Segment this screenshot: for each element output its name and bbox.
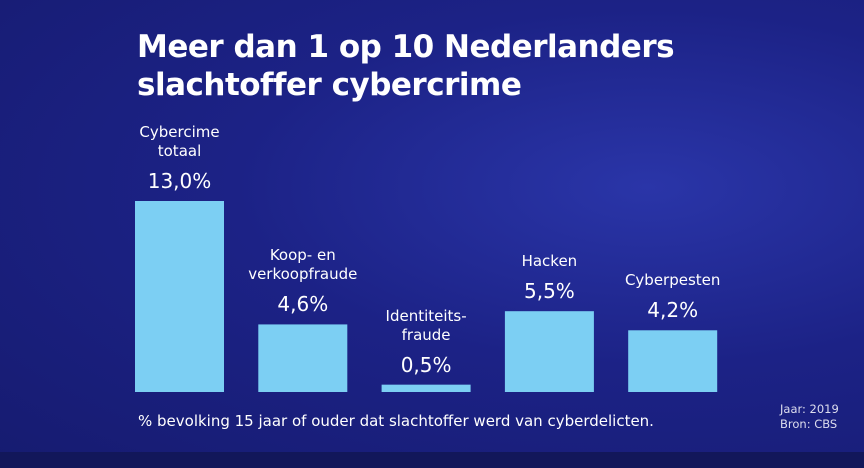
title-line: Meer dan 1 op 10 Nederlanders <box>137 29 675 65</box>
value-label: 0,5% <box>400 352 452 377</box>
bar <box>628 330 718 392</box>
value-label: 4,6% <box>277 292 329 317</box>
bar <box>381 384 471 392</box>
category-label: Hacken <box>521 252 578 271</box>
year-label: Jaar: 2019 <box>780 402 839 416</box>
category-label: Koop- en verkoopfraude <box>248 246 358 284</box>
value-label: 5,5% <box>523 279 575 304</box>
bar <box>135 201 224 392</box>
bar <box>504 311 594 392</box>
chart-title: Meer dan 1 op 10 Nederlanders slachtoffe… <box>137 28 675 104</box>
title-line: slachtoffer cybercrime <box>137 67 522 103</box>
value-label: 4,2% <box>647 298 699 323</box>
chart-note: % bevolking 15 jaar of ouder dat slachto… <box>138 412 654 430</box>
category-label: Identiteits-fraude <box>385 306 467 344</box>
category-label: Cybercime totaal <box>139 123 220 160</box>
category-label: Cyberpesten <box>624 271 721 290</box>
footer-band <box>0 452 864 468</box>
source-info: Jaar: 2019 Bron: CBS <box>780 402 839 432</box>
source-label: Bron: CBS <box>780 417 838 431</box>
value-label: 13,0% <box>147 169 212 193</box>
bar <box>258 324 348 392</box>
